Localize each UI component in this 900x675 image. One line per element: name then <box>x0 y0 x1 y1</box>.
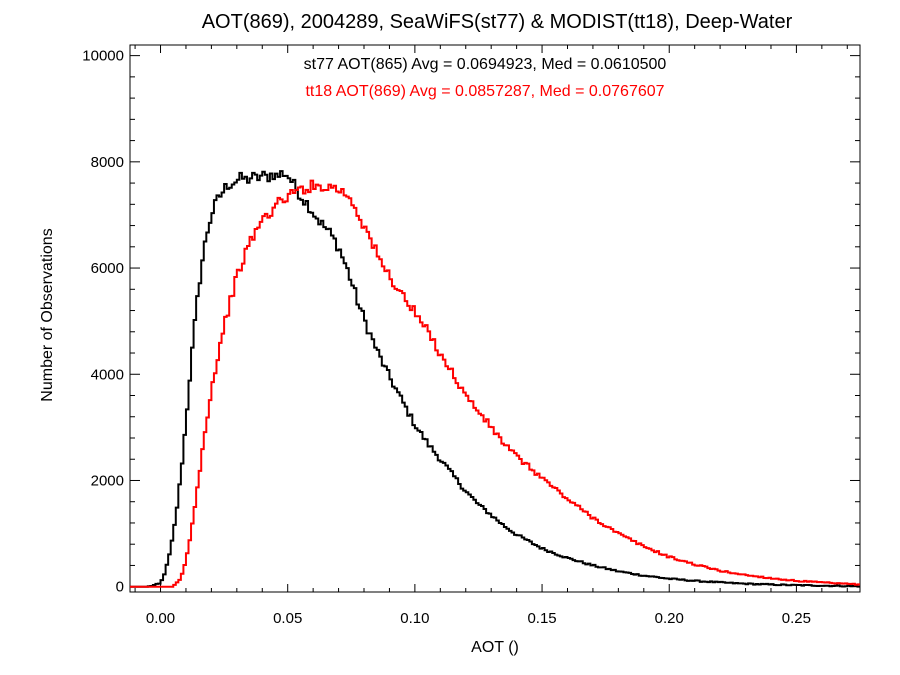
series-line-st77 <box>130 170 860 588</box>
x-tick-label: 0.25 <box>782 610 811 627</box>
y-tick-label: 8000 <box>91 154 124 171</box>
y-axis: 0 2000 4000 6000 8000 10000 <box>82 48 860 596</box>
x-tick-label: 0.10 <box>400 610 429 627</box>
y-axis-label: Number of Observations <box>39 228 56 401</box>
x-axis-label: AOT () <box>471 639 519 656</box>
x-tick-label: 0.20 <box>655 610 684 627</box>
y-tick-label: 2000 <box>91 472 124 489</box>
y-tick-label: 0 <box>116 579 124 596</box>
series-line-tt18 <box>130 179 860 588</box>
series-annotation-st77: st77 AOT(865) Avg = 0.0694923, Med = 0.0… <box>304 56 667 73</box>
x-tick-label: 0.05 <box>273 610 302 627</box>
series-annotation-tt18: tt18 AOT(869) Avg = 0.0857287, Med = 0.0… <box>305 83 664 100</box>
x-tick-label: 0.15 <box>527 610 556 627</box>
y-tick-label: 10000 <box>82 48 124 65</box>
plot-frame <box>129 44 861 593</box>
y-tick-label: 4000 <box>91 366 124 383</box>
x-axis: 0.00 0.05 0.10 0.15 0.20 0.25 <box>134 45 848 627</box>
chart-title: AOT(869), 2004289, SeaWiFS(st77) & MODIS… <box>202 11 793 33</box>
plot-area <box>130 170 860 588</box>
x-tick-label: 0.00 <box>146 610 175 627</box>
y-tick-label: 6000 <box>91 260 124 277</box>
